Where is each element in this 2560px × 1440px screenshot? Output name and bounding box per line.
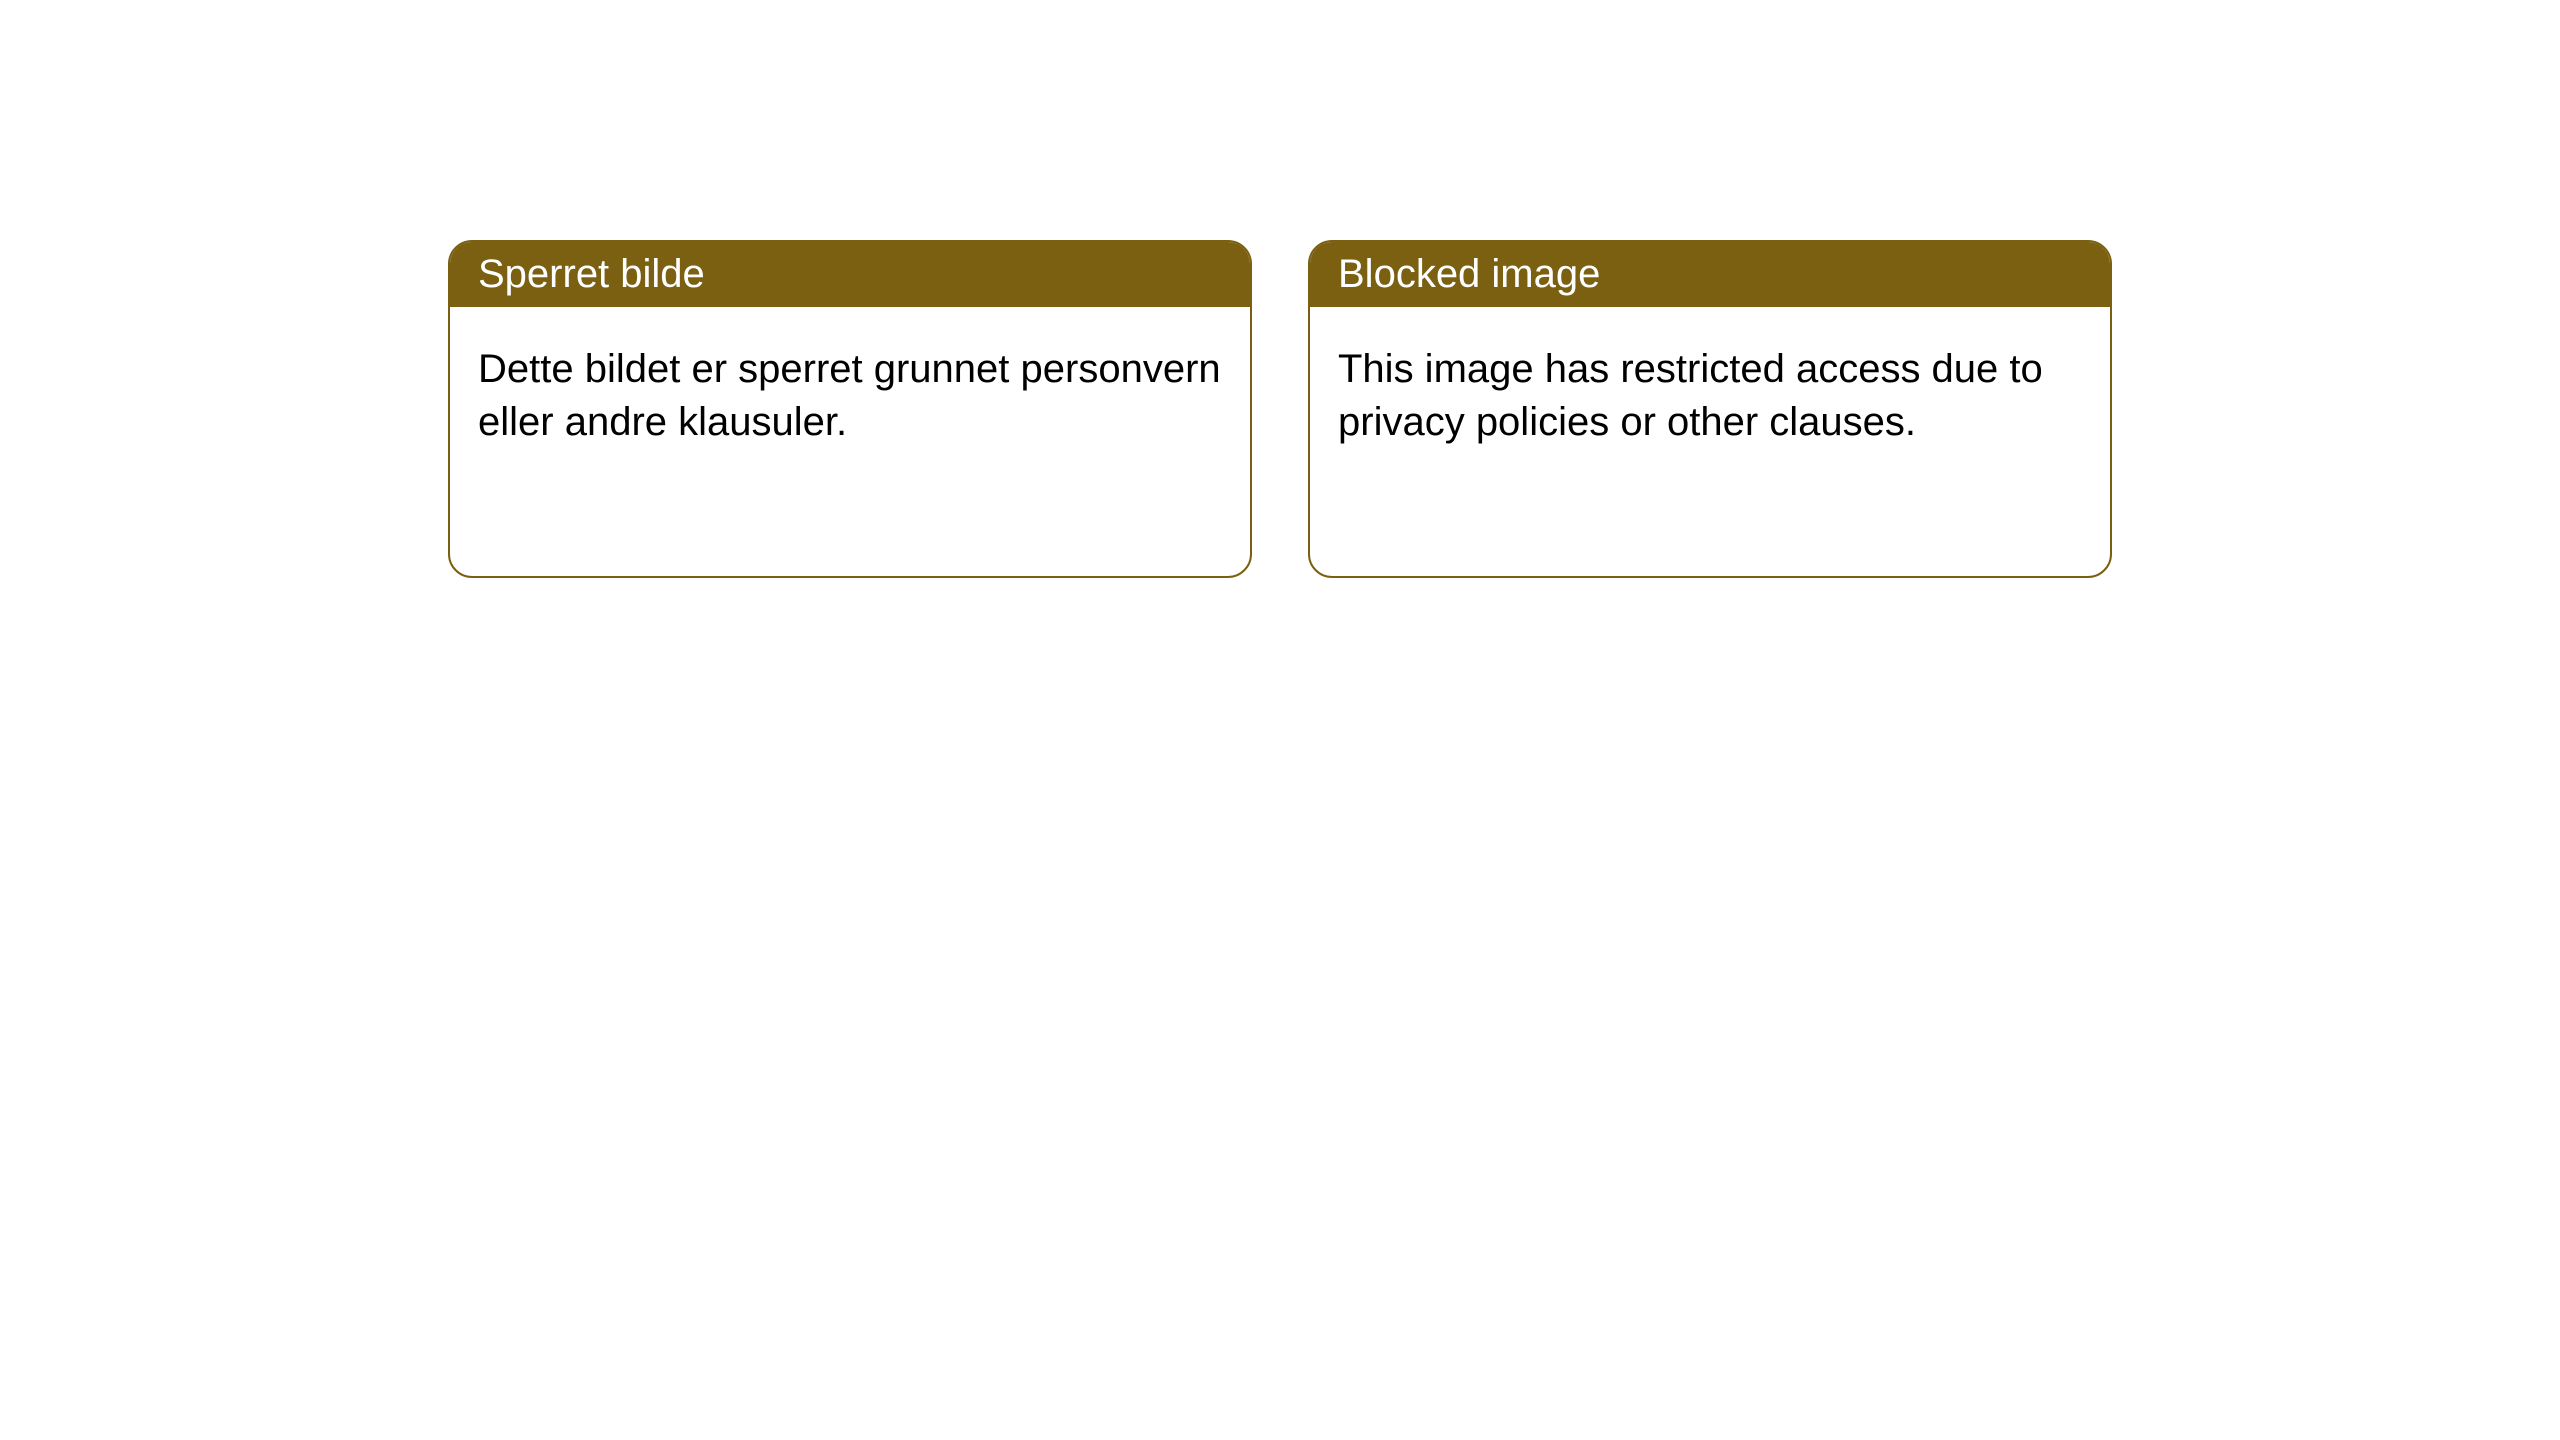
card-header: Sperret bilde <box>450 242 1250 307</box>
card-title: Sperret bilde <box>478 252 705 296</box>
card-body: This image has restricted access due to … <box>1310 307 2110 477</box>
card-body-text: Dette bildet er sperret grunnet personve… <box>478 347 1221 444</box>
notice-cards-container: Sperret bilde Dette bildet er sperret gr… <box>448 240 2112 578</box>
notice-card-english: Blocked image This image has restricted … <box>1308 240 2112 578</box>
notice-card-norwegian: Sperret bilde Dette bildet er sperret gr… <box>448 240 1252 578</box>
card-header: Blocked image <box>1310 242 2110 307</box>
card-title: Blocked image <box>1338 252 1600 296</box>
card-body-text: This image has restricted access due to … <box>1338 347 2043 444</box>
card-body: Dette bildet er sperret grunnet personve… <box>450 307 1250 477</box>
